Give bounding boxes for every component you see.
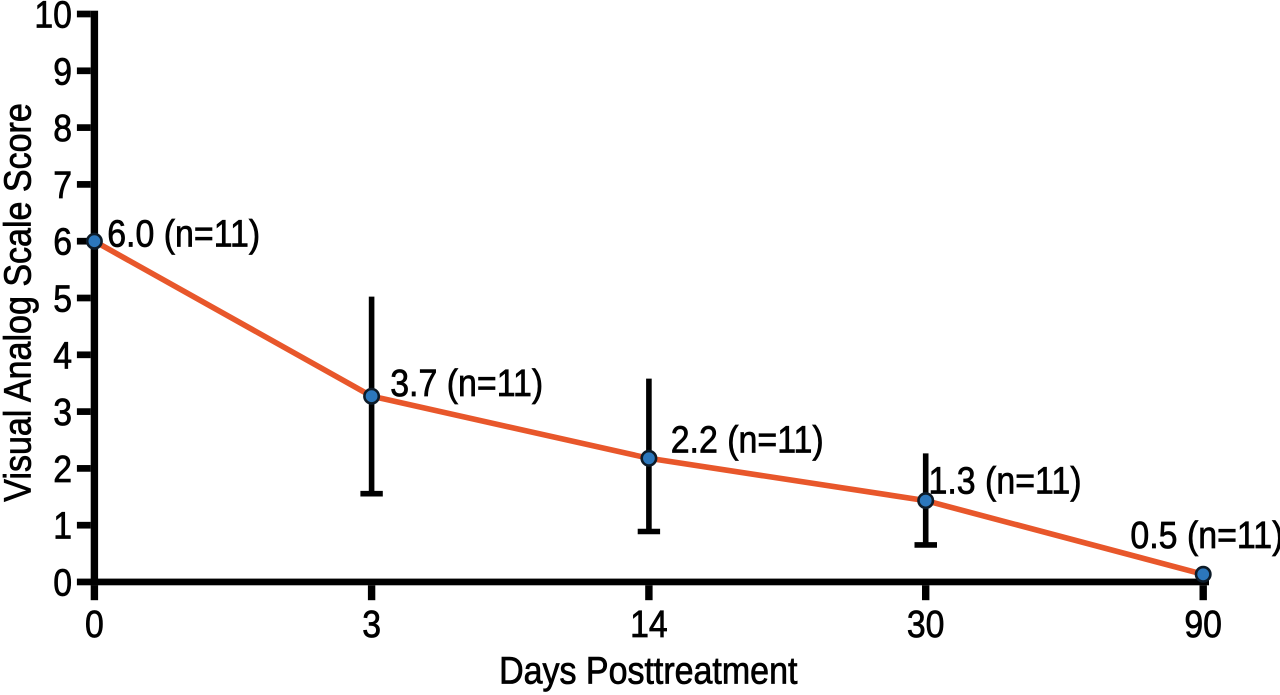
svg-text:Days Posttreatment: Days Posttreatment — [499, 650, 798, 692]
svg-text:7: 7 — [53, 165, 72, 207]
svg-text:2: 2 — [53, 449, 72, 491]
svg-text:3: 3 — [362, 604, 381, 646]
svg-text:8: 8 — [53, 108, 72, 150]
svg-text:4: 4 — [53, 335, 72, 377]
svg-text:30: 30 — [907, 604, 945, 646]
svg-text:6.0 (n=11): 6.0 (n=11) — [107, 214, 260, 256]
svg-text:3.7 (n=11): 3.7 (n=11) — [390, 363, 543, 405]
svg-text:1.3 (n=11): 1.3 (n=11) — [929, 461, 1082, 503]
svg-text:0: 0 — [53, 563, 72, 605]
svg-text:6: 6 — [53, 222, 72, 264]
svg-text:9: 9 — [53, 51, 72, 93]
svg-text:0: 0 — [85, 604, 104, 646]
svg-text:90: 90 — [1184, 604, 1222, 646]
svg-text:1: 1 — [53, 506, 72, 548]
svg-text:10: 10 — [34, 0, 72, 37]
svg-text:0.5 (n=11): 0.5 (n=11) — [1130, 515, 1280, 557]
svg-text:3: 3 — [53, 392, 72, 434]
svg-text:14: 14 — [630, 604, 668, 646]
svg-text:2.2 (n=11): 2.2 (n=11) — [671, 419, 824, 461]
svg-text:5: 5 — [53, 279, 72, 321]
svg-text:Visual Analog Scale Score: Visual Analog Scale Score — [0, 103, 39, 502]
